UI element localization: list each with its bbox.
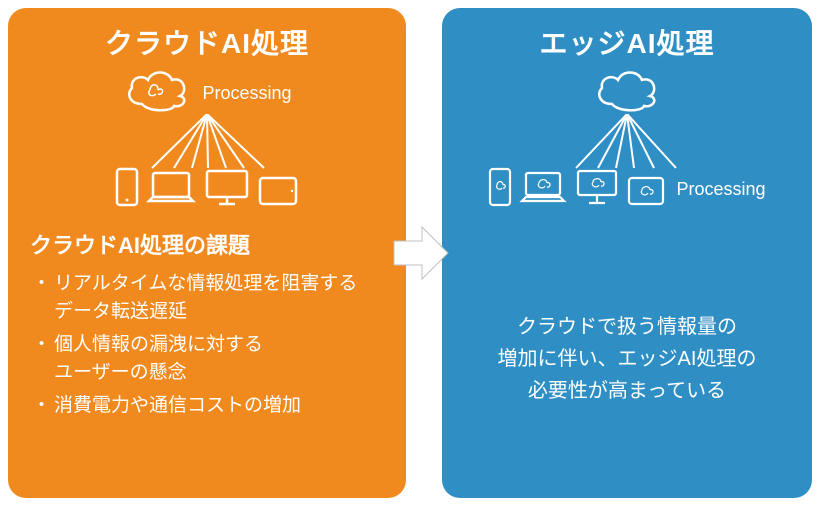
cloud-icon: [592, 68, 662, 119]
laptop-brain-icon: [518, 169, 568, 212]
list-item: リアルタイムな情報処理を阻害するデータ転送遅延: [30, 270, 384, 325]
phone-brain-icon: [488, 167, 512, 212]
rays-icon: [122, 114, 292, 172]
edge-devices-row: [488, 167, 666, 212]
edge-panel-title: エッジAI処理: [464, 22, 790, 62]
tablet-brain-icon: [626, 175, 666, 212]
list-item: 個人情報の漏洩に対するユーザーの懸念: [30, 331, 384, 386]
cloud-devices-row: [115, 167, 299, 212]
cloud-brain-icon: [122, 68, 192, 119]
list-item: 消費電力や通信コストの増加: [30, 392, 384, 420]
cloud-panel-title: クラウドAI処理: [30, 22, 384, 62]
laptop-icon: [145, 169, 197, 212]
edge-processing-label: Processing: [676, 179, 765, 200]
monitor-brain-icon: [574, 167, 620, 212]
phone-icon: [115, 167, 139, 212]
monitor-icon: [203, 167, 251, 212]
cloud-subtitle: クラウドAI処理の課題: [30, 228, 384, 260]
edge-body-text: クラウドで扱う情報量の増加に伴い、エッジAI処理の必要性が高まっている: [464, 238, 790, 480]
cloud-ai-panel: クラウドAI処理 Processing: [8, 8, 406, 498]
cloud-bullet-list: リアルタイムな情報処理を阻害するデータ転送遅延 個人情報の漏洩に対するユーザーの…: [30, 270, 384, 426]
tablet-icon: [257, 175, 299, 212]
edge-icon-area: Processing: [464, 68, 790, 228]
cloud-icon-area: Processing: [30, 68, 384, 218]
cloud-processing-label: Processing: [202, 83, 291, 104]
rays-icon: [542, 114, 712, 172]
arrow-icon: [392, 221, 450, 285]
edge-ai-panel: エッジAI処理: [442, 8, 812, 498]
